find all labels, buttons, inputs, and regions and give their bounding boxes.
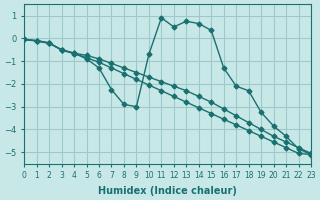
X-axis label: Humidex (Indice chaleur): Humidex (Indice chaleur) [98,186,237,196]
